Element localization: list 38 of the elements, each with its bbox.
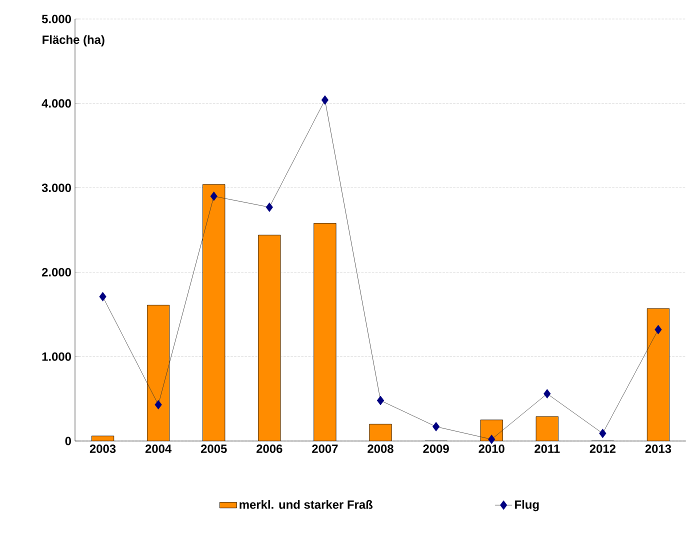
y-tick-label: 0 <box>65 436 71 446</box>
bar <box>536 416 558 441</box>
y-tick-label: 1.000 <box>42 352 71 361</box>
bar <box>202 184 225 441</box>
x-tick-label: 2012 <box>590 444 616 453</box>
x-tick-label: 2003 <box>90 444 116 454</box>
point <box>599 428 606 438</box>
x-tick-label: 2004 <box>145 444 172 453</box>
x-tick-label: 2009 <box>423 444 449 453</box>
bar <box>369 424 392 441</box>
legend-label: Flug <box>515 500 539 512</box>
bar <box>147 305 170 441</box>
x-tick-label: 2006 <box>256 444 282 453</box>
point <box>99 292 106 302</box>
x-tick-label: 2011 <box>534 444 560 453</box>
point <box>544 389 551 398</box>
point <box>376 396 384 406</box>
y-tick-label: 2.000 <box>42 268 71 276</box>
bar <box>314 223 336 441</box>
point <box>266 202 273 212</box>
bar <box>646 308 670 441</box>
y-tick-label: 4.000 <box>42 99 71 108</box>
point <box>654 324 662 334</box>
point <box>432 422 440 432</box>
y-tick-label: 3.000 <box>42 184 71 192</box>
x-tick-label: 2007 <box>312 444 338 453</box>
x-tick-label: 2005 <box>200 444 227 453</box>
x-tick-label: 2013 <box>645 444 672 454</box>
point <box>321 95 329 105</box>
legend-label: merkl. und starker Fraß <box>240 500 373 509</box>
point <box>210 192 218 201</box>
y-axis-title: Fläche (ha) <box>42 35 104 46</box>
point <box>154 400 162 410</box>
point <box>488 434 496 444</box>
bar <box>258 235 281 441</box>
x-tick-label: 2008 <box>368 444 394 453</box>
x-tick-label: 2010 <box>478 444 504 453</box>
y-tick-label: 5.000 <box>42 14 71 24</box>
